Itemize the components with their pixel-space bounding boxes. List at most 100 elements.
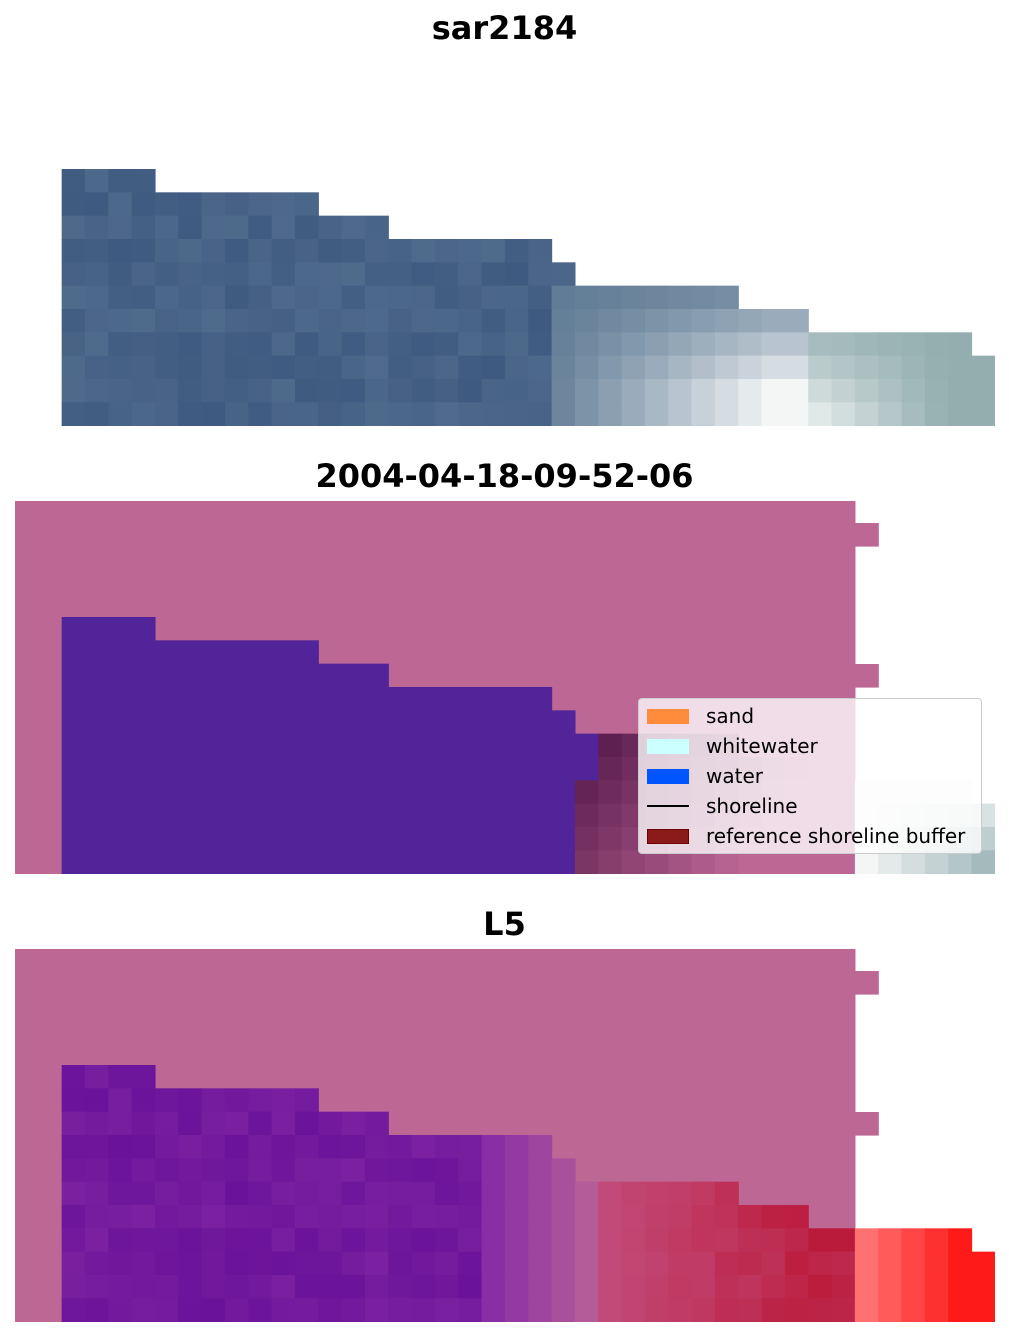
classified-pixel <box>434 803 459 828</box>
image-pixel <box>131 169 156 193</box>
image-pixel <box>248 378 273 403</box>
image-pixel <box>248 215 273 240</box>
image-pixel <box>598 378 623 403</box>
probability-pixel <box>854 1251 879 1276</box>
probability-pixel <box>224 1251 249 1276</box>
classified-pixel <box>458 826 483 851</box>
probability-pixel <box>901 1228 926 1253</box>
classified-pixel <box>388 710 413 735</box>
image-pixel <box>388 308 413 333</box>
probability-pixel <box>504 1134 529 1159</box>
image-pixel <box>108 192 133 217</box>
classified-pixel <box>341 710 366 735</box>
classified-pixel <box>364 756 389 781</box>
classified-pixel <box>131 733 156 758</box>
probability-pixel <box>201 1111 226 1136</box>
probability-pixel <box>131 1204 156 1229</box>
probability-pixel <box>178 1088 203 1113</box>
image-pixel <box>248 192 273 217</box>
probability-pixel <box>341 1298 366 1322</box>
image-pixel <box>178 215 203 240</box>
image-pixel <box>294 262 319 287</box>
classified-pixel <box>84 756 109 781</box>
probability-pixel <box>61 1298 86 1322</box>
probability-pixel <box>551 1204 576 1229</box>
image-pixel <box>668 285 693 310</box>
image-pixel <box>224 285 249 310</box>
probability-pixel <box>831 1251 856 1276</box>
classified-pixel <box>364 686 389 711</box>
image-pixel <box>271 285 296 310</box>
probability-pixel <box>318 1134 343 1159</box>
classified-pixel <box>108 803 133 828</box>
image-pixel <box>434 308 459 333</box>
classified-pixel <box>434 686 459 711</box>
image-pixel <box>808 402 833 426</box>
probability-pixel <box>154 1088 179 1113</box>
image-pixel <box>178 192 203 217</box>
probability-pixel <box>971 1298 995 1322</box>
image-pixel <box>948 402 973 426</box>
image-pixel <box>131 285 156 310</box>
image-pixel <box>248 262 273 287</box>
classified-pixel <box>61 640 86 665</box>
probability-pixel <box>528 1228 553 1253</box>
classified-pixel <box>201 803 226 828</box>
probability-pixel <box>61 1181 86 1206</box>
classified-pixel <box>84 826 109 851</box>
image-pixel <box>248 285 273 310</box>
probability-pixel <box>318 1274 343 1299</box>
image-pixel <box>364 332 389 357</box>
image-pixel <box>574 402 599 426</box>
classified-pixel <box>808 850 833 874</box>
image-pixel <box>411 262 436 287</box>
classified-pixel <box>364 803 389 828</box>
image-pixel <box>108 332 133 357</box>
classified-pixel <box>201 850 226 874</box>
classified-pixel <box>411 850 436 874</box>
image-pixel <box>644 308 669 333</box>
classified-pixel <box>504 803 529 828</box>
probability-pixel <box>574 1298 599 1322</box>
image-pixel <box>108 262 133 287</box>
probability-pixel <box>574 1251 599 1276</box>
classified-pixel <box>201 640 226 665</box>
classified-pixel <box>971 850 995 874</box>
classified-pixel <box>224 710 249 735</box>
probability-pixel <box>668 1228 693 1253</box>
image-pixel <box>714 378 739 403</box>
probability-pixel <box>504 1181 529 1206</box>
image-pixel <box>388 285 413 310</box>
image-pixel <box>178 402 203 426</box>
probability-pixel <box>108 1228 133 1253</box>
classified-pixel <box>364 733 389 758</box>
legend-item-water: water <box>647 764 763 788</box>
image-pixel <box>878 355 903 380</box>
image-pixel <box>481 262 506 287</box>
image-pixel <box>411 402 436 426</box>
probability-pixel <box>411 1134 436 1159</box>
classified-pixel <box>178 850 203 874</box>
classified-pixel <box>388 803 413 828</box>
classified-pixel <box>528 756 553 781</box>
image-pixel <box>621 285 646 310</box>
image-pixel <box>551 262 576 287</box>
probability-pixel <box>598 1228 623 1253</box>
classified-pixel <box>271 850 296 874</box>
image-pixel <box>878 378 903 403</box>
classified-pixel <box>458 756 483 781</box>
probability-pixel <box>108 1111 133 1136</box>
image-pixel <box>481 402 506 426</box>
probability-pixel <box>621 1251 646 1276</box>
probability-pixel <box>458 1204 483 1229</box>
rgb-image-panel <box>15 66 995 426</box>
probability-pixel <box>224 1298 249 1322</box>
probability-pixel <box>108 1204 133 1229</box>
image-pixel <box>714 355 739 380</box>
image-pixel <box>924 402 949 426</box>
probability-pixel <box>434 1251 459 1276</box>
probability-pixel <box>224 1158 249 1183</box>
probability-pixel <box>644 1274 669 1299</box>
classified-pixel <box>271 686 296 711</box>
image-pixel <box>574 355 599 380</box>
